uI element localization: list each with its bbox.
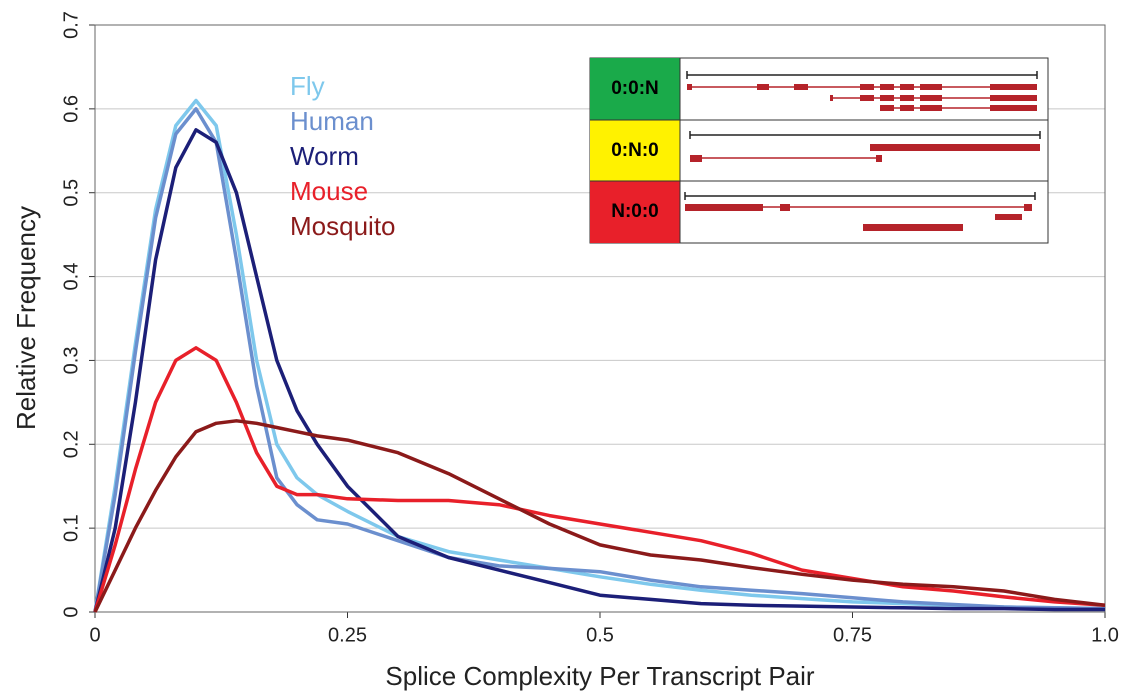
x-tick-label: 1.0 bbox=[1091, 624, 1119, 646]
y-tick-label: 0 bbox=[60, 606, 82, 617]
legend-label: Mouse bbox=[290, 176, 368, 206]
inset-label: 0:N:0 bbox=[611, 140, 659, 161]
y-tick-label: 0.6 bbox=[60, 95, 82, 123]
x-tick-label: 0.75 bbox=[833, 624, 872, 646]
y-axis-label: Relative Frequency bbox=[11, 206, 41, 430]
y-tick-label: 0.2 bbox=[60, 430, 82, 458]
series-line bbox=[93, 128, 1105, 613]
inset: 0:0:N 0:N:0 N:0:0 bbox=[589, 57, 1049, 244]
legend-label: Worm bbox=[290, 141, 359, 171]
legend: Fly Human Worm Mouse Mosquito bbox=[290, 71, 396, 241]
legend-label: Fly bbox=[290, 71, 325, 101]
x-axis-label: Splice Complexity Per Transcript Pair bbox=[385, 661, 814, 691]
x-tick-label: 0.5 bbox=[586, 624, 614, 646]
y-tick-label: 0.3 bbox=[60, 347, 82, 375]
y-tick-label: 0.1 bbox=[60, 514, 82, 542]
plot-frame bbox=[94, 24, 1106, 613]
legend-label: Mosquito bbox=[290, 211, 396, 241]
lines bbox=[93, 98, 1106, 613]
y-tick-label: 0.5 bbox=[60, 179, 82, 207]
y-tick-label: 0.7 bbox=[60, 11, 82, 39]
inset-swatch bbox=[590, 58, 680, 120]
x-tick-label: 0 bbox=[89, 624, 100, 646]
x-tick-label: 0.25 bbox=[328, 624, 367, 646]
transcript-glyphs bbox=[684, 71, 1041, 231]
y-tick-label: 0.4 bbox=[60, 263, 82, 291]
series-line bbox=[93, 107, 1106, 613]
inset-swatch bbox=[590, 181, 680, 243]
inset-swatch bbox=[590, 120, 680, 181]
inset-label: N:0:0 bbox=[611, 201, 659, 222]
inset-label: 0:0:N bbox=[611, 78, 659, 99]
series-line bbox=[93, 98, 1106, 613]
series-line bbox=[93, 419, 1106, 613]
legend-label: Human bbox=[290, 106, 374, 136]
